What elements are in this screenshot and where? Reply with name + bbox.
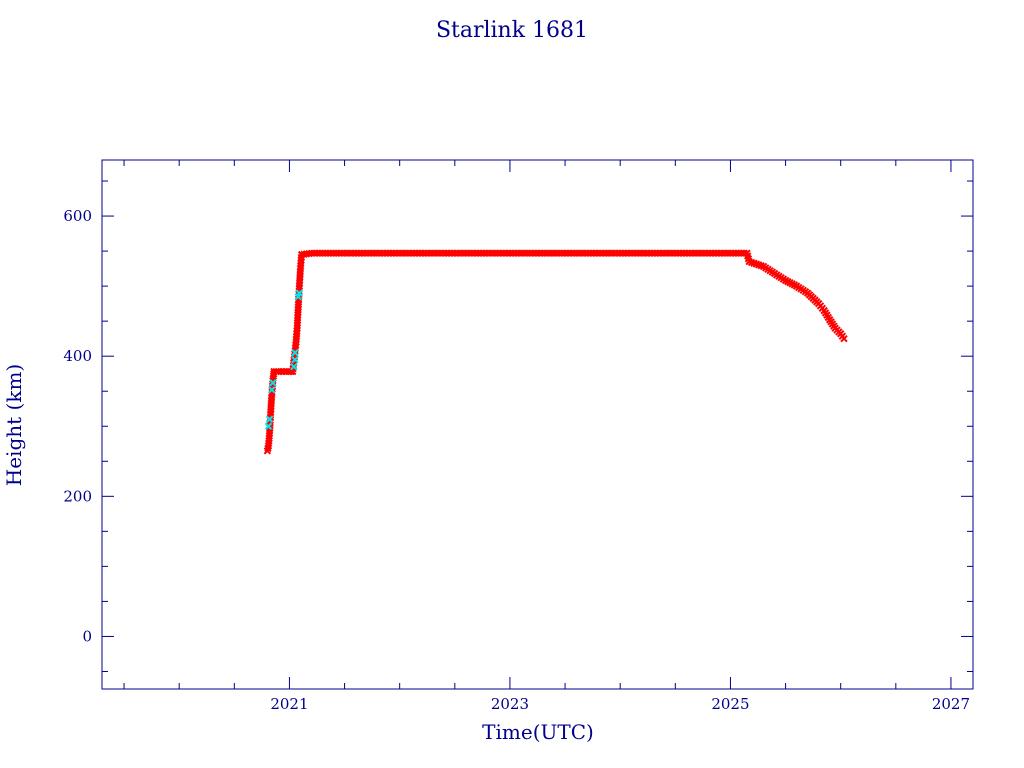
axis-ticks	[102, 160, 973, 689]
data-series	[263, 249, 848, 455]
chart-title: Starlink 1681	[436, 18, 588, 43]
data-point	[265, 415, 274, 423]
y-tick-label: 0	[82, 627, 92, 645]
series-1	[264, 289, 304, 430]
y-axis-label: Height (km)	[2, 364, 26, 486]
series-0	[263, 249, 848, 455]
x-axis-label: Time(UTC)	[482, 720, 594, 744]
data-point	[264, 422, 273, 430]
x-tick-label: 2021	[270, 695, 308, 713]
data-point	[291, 355, 299, 364]
data-point	[269, 379, 277, 387]
x-tick-label: 2023	[491, 695, 529, 713]
y-tick-label: 600	[63, 207, 92, 225]
data-point	[840, 334, 848, 343]
data-point	[268, 386, 276, 394]
plot-frame	[101, 159, 974, 690]
data-point	[291, 348, 299, 357]
y-tick-label: 200	[63, 487, 92, 505]
y-tick-label: 400	[63, 347, 92, 365]
data-point	[290, 362, 298, 371]
data-point	[295, 289, 304, 297]
axis-tick-labels: 2021 2023 2025 2027 0 200 400 600	[63, 207, 970, 713]
x-tick-label: 2025	[711, 695, 749, 713]
x-tick-label: 2027	[932, 695, 970, 713]
